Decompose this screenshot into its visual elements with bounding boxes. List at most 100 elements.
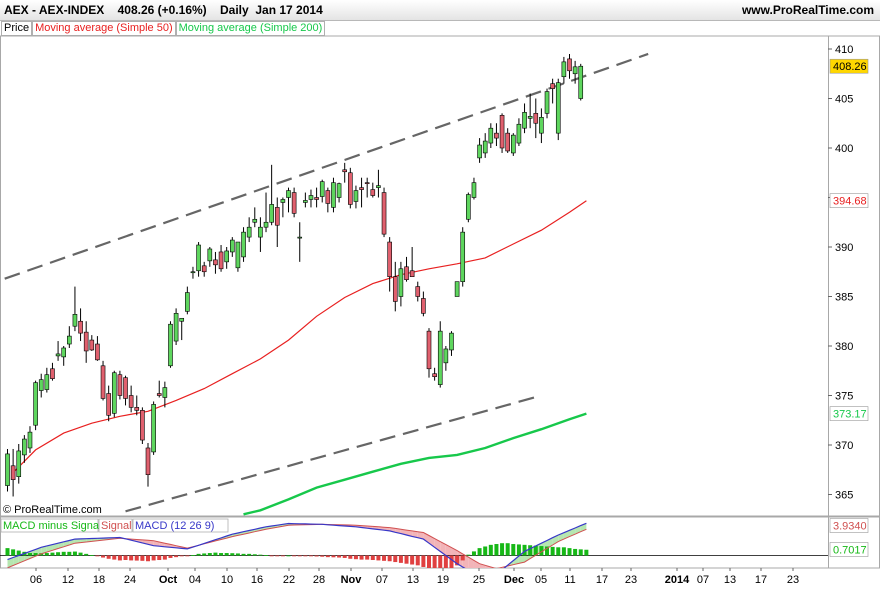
candle: [134, 395, 140, 416]
macd-histogram-bar: [117, 555, 122, 561]
macd-histogram-bar: [584, 549, 589, 556]
candle-body: [409, 270, 415, 278]
macd-histogram-bar: [511, 544, 516, 556]
macd-histogram-bar: [89, 555, 94, 556]
macd-histogram-bar: [466, 554, 471, 556]
candle-body: [387, 241, 392, 278]
macd-histogram-bar: [477, 548, 482, 556]
y-tick-label: 375: [835, 391, 853, 403]
macd-fill: [13, 555, 19, 566]
macd-histogram-bar: [342, 555, 347, 558]
macd-histogram-bar: [162, 555, 167, 560]
candle: [235, 241, 241, 272]
macd-histogram-bar: [16, 550, 21, 556]
candle: [5, 448, 10, 492]
candle-body: [38, 379, 44, 391]
candle-body: [117, 374, 123, 396]
candle-body: [404, 266, 409, 280]
candle-body: [286, 190, 291, 198]
macd-histogram-bar: [61, 551, 66, 556]
macd-fill: [74, 538, 81, 544]
candle: [196, 242, 201, 277]
candle: [331, 177, 336, 213]
candle: [437, 321, 443, 388]
candle: [572, 60, 578, 84]
macd-histogram-bar: [331, 555, 336, 558]
y-tick-label: 385: [835, 292, 853, 304]
candle: [218, 245, 224, 272]
candle: [432, 367, 437, 381]
candle: [241, 227, 246, 262]
candle-body: [134, 407, 140, 411]
ma200-value-label-text: 373.17: [833, 409, 867, 421]
x-tick-label: Oct: [159, 574, 178, 586]
candle: [50, 362, 55, 381]
macd-line: [7, 522, 587, 568]
macd-histogram-bar: [190, 555, 195, 556]
x-tick-label: 07: [697, 574, 709, 586]
candle-body: [156, 393, 162, 396]
macd-plot: [0, 522, 828, 568]
x-tick-label: 23: [787, 574, 799, 586]
candle-body: [16, 450, 22, 477]
candle-body: [555, 82, 561, 134]
macd-histogram-bar: [398, 555, 403, 563]
candle-body: [201, 265, 207, 273]
site-url[interactable]: www.ProRealTime.com: [741, 3, 874, 17]
macd-histogram-bar: [67, 551, 72, 556]
macd-histogram-bar: [84, 553, 89, 556]
macd-histogram-bar: [297, 555, 302, 557]
macd-histogram-bar: [168, 555, 173, 558]
macd-histogram-bar: [438, 555, 443, 568]
candle-body: [83, 331, 89, 352]
candle-body: [280, 199, 286, 203]
candle: [443, 346, 449, 371]
macd-histogram-bar: [157, 555, 162, 561]
x-tick-label: 2014: [665, 574, 690, 586]
macd-histogram-bar: [516, 544, 521, 556]
candle: [398, 261, 404, 307]
candle: [246, 217, 252, 243]
candle: [482, 133, 488, 158]
macd-value-label-box: [829, 518, 869, 533]
ma200-value-label-box: [829, 406, 869, 421]
macd-value-label: 3.9340: [829, 518, 869, 533]
candle: [286, 187, 291, 213]
macd-histogram-bar: [202, 553, 207, 556]
macd-histogram-bar: [370, 555, 375, 561]
macd-histogram-bar: [528, 545, 533, 556]
candle-body: [567, 58, 572, 72]
macd-histogram-bar: [471, 551, 476, 556]
x-tick-label: 05: [535, 574, 547, 586]
macd-fill: [46, 544, 53, 553]
macd-histogram-bar: [449, 555, 454, 568]
candle: [274, 197, 280, 247]
candle: [213, 251, 218, 274]
candle-body: [443, 348, 449, 364]
candle: [95, 336, 100, 361]
macd-value-label-text: 3.9340: [833, 521, 867, 533]
macd-histogram-bar: [421, 555, 426, 567]
candle-body: [123, 377, 128, 399]
candle-body: [230, 239, 235, 253]
x-tick-label: 11: [564, 574, 575, 586]
candle-body: [499, 115, 505, 149]
candle-body: [398, 268, 404, 297]
macd-legend-box: [98, 518, 133, 533]
candle: [38, 373, 44, 398]
candle: [67, 326, 72, 348]
x-tick-label: 04: [189, 574, 201, 586]
candle-body: [348, 172, 353, 205]
candle: [555, 78, 561, 141]
trend-line: [4, 52, 649, 280]
macd-histogram-bar: [50, 552, 55, 556]
candle: [252, 207, 258, 228]
candle: [162, 381, 168, 408]
candle-body: [246, 226, 252, 238]
candle-body: [466, 194, 471, 220]
candle-body: [95, 343, 100, 361]
candle: [499, 113, 505, 153]
candle-body: [67, 335, 72, 345]
candle-body: [50, 368, 55, 379]
